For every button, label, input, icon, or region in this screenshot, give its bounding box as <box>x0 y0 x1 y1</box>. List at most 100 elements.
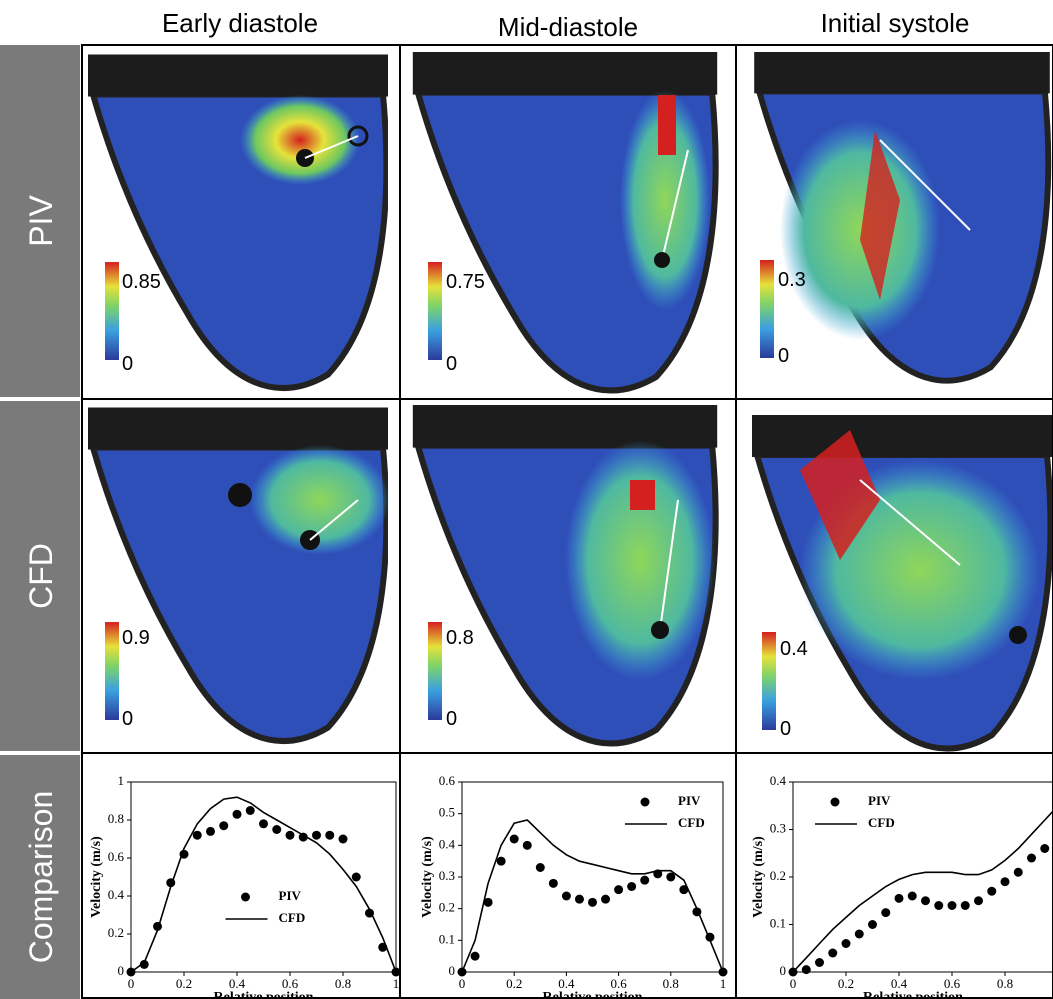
colorbar-label: 0.8 <box>446 627 474 649</box>
y-tick-label: 0.3 <box>770 820 786 835</box>
y-axis-label: Velocity (m/s) <box>89 836 104 918</box>
flow-image <box>413 405 717 743</box>
legend-label: PIV <box>279 888 302 903</box>
x-tick-label: 0.2 <box>838 976 854 991</box>
y-tick-label: 0.4 <box>108 887 125 902</box>
data-point <box>907 891 917 901</box>
data-point <box>627 882 637 891</box>
y-tick-label: 1 <box>118 773 125 788</box>
colorbar-label: 0.85 <box>122 271 161 293</box>
data-point <box>666 872 676 882</box>
y-tick-label: 0.3 <box>439 868 455 883</box>
data-point <box>614 885 624 895</box>
y-tick-label: 0.8 <box>108 811 124 826</box>
y-tick-label: 0.2 <box>439 900 455 915</box>
data-point <box>1040 844 1050 853</box>
y-tick-label: 0.4 <box>770 773 787 788</box>
data-point <box>854 929 864 939</box>
y-tick-label: 0.6 <box>439 773 456 788</box>
x-tick-label: 0.8 <box>335 976 351 991</box>
x-tick-label: 0.4 <box>229 976 246 991</box>
legend-marker <box>830 797 840 807</box>
colorbar-label: 0.75 <box>446 271 485 293</box>
x-tick-label: 0 <box>459 976 466 991</box>
data-point <box>312 830 321 840</box>
flow-image <box>754 52 1050 381</box>
row-label-box <box>0 45 80 397</box>
y-axis-label: Velocity (m/s) <box>420 836 435 918</box>
data-point <box>483 897 493 907</box>
x-tick-label: 0.8 <box>997 976 1013 991</box>
data-line <box>792 810 1053 973</box>
colorbar-label: 0 <box>446 353 457 375</box>
y-tick-label: 0 <box>780 963 787 978</box>
data-point <box>1000 877 1010 887</box>
plot-frame <box>792 781 1053 973</box>
data-point <box>815 958 824 967</box>
data-point <box>325 830 335 840</box>
y-tick-label: 0 <box>449 963 456 978</box>
flow-image <box>88 55 388 389</box>
row-label: Comparison <box>23 791 59 964</box>
x-tick-label: 0.4 <box>891 976 908 991</box>
data-point <box>245 806 255 815</box>
data-point <box>351 872 361 882</box>
x-axis-label: Relative position <box>543 990 643 999</box>
colorbar-label: 0.3 <box>778 269 806 291</box>
row-label: CFD <box>23 543 59 609</box>
x-tick-label: 0.4 <box>558 976 575 991</box>
data-point <box>894 893 904 903</box>
y-tick-label: 0.6 <box>108 849 125 864</box>
data-point <box>509 834 519 844</box>
x-tick-label: 1 <box>720 976 727 991</box>
data-point <box>601 894 611 904</box>
data-point <box>934 901 944 910</box>
y-tick-label: 0 <box>118 963 125 978</box>
data-point <box>921 896 930 906</box>
data-point <box>470 951 480 961</box>
panel-frame <box>81 44 1053 999</box>
x-axis-label: Relative position <box>863 990 963 999</box>
legend-label: CFD <box>279 910 306 925</box>
data-point <box>588 897 597 907</box>
plot-frame <box>130 781 397 973</box>
data-point <box>947 901 957 910</box>
x-axis-label: Relative position <box>214 990 314 999</box>
data-point <box>1027 853 1036 863</box>
data-point <box>881 908 891 918</box>
legend-marker <box>241 892 250 902</box>
x-tick-label: 0.6 <box>610 976 627 991</box>
data-point <box>272 825 282 834</box>
data-point <box>298 832 308 842</box>
data-point <box>522 840 532 850</box>
data-point <box>561 891 571 901</box>
row-label-box <box>0 755 80 999</box>
column-header: Early diastole <box>162 8 318 38</box>
data-point <box>640 875 650 885</box>
data-point <box>496 856 506 866</box>
colorbar-label: 0 <box>778 345 789 367</box>
data-point <box>206 826 215 836</box>
y-tick-label: 0.2 <box>770 868 786 883</box>
data-point <box>841 939 851 948</box>
legend-label: CFD <box>868 815 895 830</box>
data-line <box>130 796 397 973</box>
data-point <box>574 894 584 904</box>
data-point <box>1013 867 1023 877</box>
data-point <box>679 885 689 895</box>
x-tick-label: 0 <box>790 976 797 991</box>
colorbar-label: 0 <box>780 718 791 740</box>
x-tick-label: 0.6 <box>282 976 299 991</box>
column-header: Initial systole <box>821 8 970 38</box>
data-point <box>868 920 877 929</box>
x-tick-label: 0.2 <box>506 976 522 991</box>
x-tick-label: 0.8 <box>663 976 679 991</box>
data-point <box>974 896 983 906</box>
legend-marker <box>640 797 650 807</box>
flow-image <box>413 52 717 390</box>
data-point <box>801 965 811 975</box>
data-point <box>548 878 558 888</box>
plot-frame <box>461 781 724 973</box>
colorbar-label: 0 <box>446 708 457 730</box>
